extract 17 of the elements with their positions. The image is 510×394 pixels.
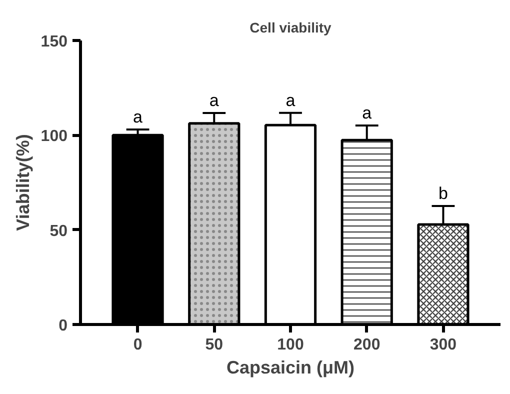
annotation: a xyxy=(362,104,372,123)
y-tick-label: 150 xyxy=(40,34,68,50)
y-tick-label: 100 xyxy=(40,128,68,146)
annotation: b xyxy=(438,184,448,203)
x-tick-label: 300 xyxy=(430,336,457,354)
y-axis-title: Viability(%) xyxy=(12,134,33,231)
x-tick-label: 50 xyxy=(205,336,224,354)
x-tick-label: 0 xyxy=(133,336,142,354)
x-tick-label: 200 xyxy=(354,336,380,354)
chart-title: Cell viability xyxy=(250,20,332,36)
x-tick-label: 100 xyxy=(277,336,304,354)
x-axis-title: Capsaicin (μM) xyxy=(226,358,355,378)
annotation: a xyxy=(133,107,144,126)
y-tick-label: 50 xyxy=(50,222,68,240)
annotation: a xyxy=(286,90,296,110)
annotation: a xyxy=(209,91,220,110)
y-tick-label: 0 xyxy=(58,318,68,334)
